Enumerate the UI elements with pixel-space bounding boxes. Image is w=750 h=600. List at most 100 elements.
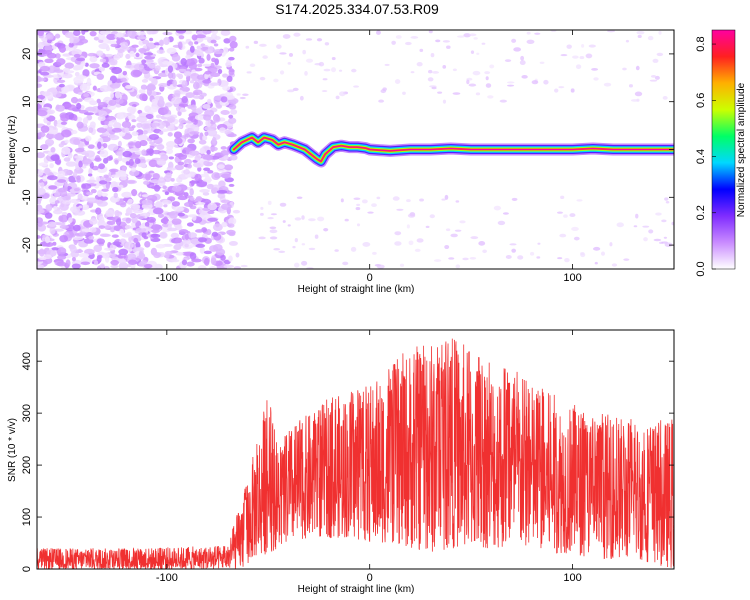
spectrogram-cell — [258, 236, 266, 240]
spectrogram-cell — [203, 160, 208, 166]
spectrogram-cell — [210, 72, 221, 77]
spectrogram-cell — [155, 65, 161, 71]
spectrogram-cell — [59, 234, 69, 243]
spectrogram-cell — [82, 204, 90, 210]
spectrogram-cell — [125, 217, 131, 224]
snr-y-tick-label: 200 — [21, 456, 33, 474]
spectrogram-cell — [279, 70, 285, 75]
spectrogram-cell — [37, 187, 46, 196]
spectrogram-cell — [394, 79, 401, 84]
spectrogram-cell — [131, 125, 136, 129]
spectrogram-cell — [78, 205, 83, 209]
spectrogram-cell — [114, 210, 120, 218]
spectrogram-cell — [314, 234, 319, 239]
spectrogram-cell — [212, 223, 223, 232]
spectrogram-cell — [103, 174, 109, 179]
spectrogram-cell — [228, 217, 237, 226]
snr-xlabel: Height of straight line (km) — [298, 584, 415, 595]
spectrogram-cell — [125, 207, 133, 216]
spectrogram-cell — [111, 31, 119, 35]
spectrogram-cell — [83, 112, 95, 116]
spectrogram-cell — [213, 48, 224, 55]
spectrogram-cell — [208, 146, 218, 152]
spectrogram-cell — [45, 133, 57, 139]
spectrogram-cell — [175, 251, 184, 256]
spectrogram-cell — [228, 183, 235, 187]
spectrogram-cell — [593, 246, 601, 251]
spectrogram-cell — [76, 177, 81, 183]
spectrogram-cell — [211, 30, 218, 35]
spectrogram-cell — [121, 166, 127, 172]
spectrogram-cell — [188, 232, 197, 239]
spectrogram-cell — [142, 130, 148, 135]
spectrogram-cell — [78, 253, 90, 258]
spectrogram-cell — [86, 191, 94, 196]
colorbar-tick-label: 0.6 — [695, 93, 707, 108]
spectrogram-cell — [37, 77, 46, 82]
spectrogram-cell — [38, 209, 45, 214]
spectrogram-cell — [203, 257, 210, 266]
spectrogram-cell — [146, 148, 154, 154]
spectrogram-cell — [69, 198, 81, 204]
spectrogram-cell — [416, 62, 423, 67]
spectrogram-cell — [206, 98, 212, 105]
spectrogram-cell — [630, 99, 639, 102]
spectrogram-cell — [98, 39, 104, 44]
spectrogram-cell — [162, 61, 170, 65]
spectrogram-cell — [181, 149, 187, 154]
spectrogram-cell — [117, 140, 122, 147]
spectrogram-cell — [58, 45, 67, 53]
spectrogram-cell — [76, 75, 88, 79]
spectrogram-cell — [110, 259, 119, 266]
spectrogram-cell — [442, 99, 447, 104]
spectrogram-cell — [88, 235, 95, 240]
spectrogram-cell — [54, 159, 61, 165]
spectrogram-cell — [220, 30, 231, 36]
spectrogram-cell — [100, 233, 111, 237]
spectrogram-cell — [87, 144, 95, 149]
spectrogram-cell — [454, 229, 462, 232]
spectrogram-cell — [452, 68, 457, 72]
spectrogram-cell — [183, 70, 192, 77]
spectrogram-cell — [211, 231, 219, 237]
spectrogram-cell — [279, 52, 287, 55]
spectrogram-cell — [99, 263, 105, 269]
spectrogram-cell — [376, 30, 381, 35]
spectrogram-cell — [570, 88, 575, 93]
spectrogram-cell — [191, 75, 197, 81]
spectrogram-cell — [220, 254, 226, 261]
spectrogram-cell — [62, 67, 71, 72]
spectrogram-cell — [202, 191, 210, 196]
spectrogram-cell — [166, 80, 171, 87]
spectrogram-cell — [131, 189, 138, 197]
colorbar-ticks: 0.0 0.2 0.4 0.6 0.8 — [695, 36, 716, 277]
spectrogram-cell — [317, 216, 325, 222]
spectrogram-cell — [177, 41, 183, 50]
spectrogram-cell — [131, 44, 139, 48]
spectrogram-cell — [588, 44, 596, 48]
spectrogram-cell — [189, 252, 197, 260]
spectrogram-cell — [148, 141, 156, 145]
spectrogram-cell — [143, 236, 149, 240]
spectrogram-cell — [526, 31, 531, 35]
spectrogram-cell — [186, 222, 194, 227]
spectrogram-cell — [163, 106, 169, 114]
spectrogram-cell — [192, 81, 200, 90]
spectrogram-cell — [167, 161, 174, 170]
spectrogram-cell — [402, 91, 406, 95]
spectrogram-cell — [120, 41, 129, 50]
spectrogram-cell — [609, 242, 613, 247]
spectrogram-cell — [593, 77, 599, 81]
spectrogram-cell — [62, 195, 71, 201]
spectrogram-cell — [635, 65, 640, 71]
spectrogram-cell — [115, 98, 124, 105]
spectrogram-cell — [143, 263, 153, 269]
spectrogram-cell — [287, 89, 295, 93]
spectrogram-cell — [186, 74, 191, 82]
spectrogram-cell — [152, 149, 162, 155]
spectrogram-cell — [267, 200, 272, 205]
spectrogram-cell — [72, 171, 78, 178]
spectrogram-cell — [59, 203, 69, 211]
spectrogram-cell — [125, 161, 130, 166]
spectrogram-cell — [216, 190, 228, 194]
